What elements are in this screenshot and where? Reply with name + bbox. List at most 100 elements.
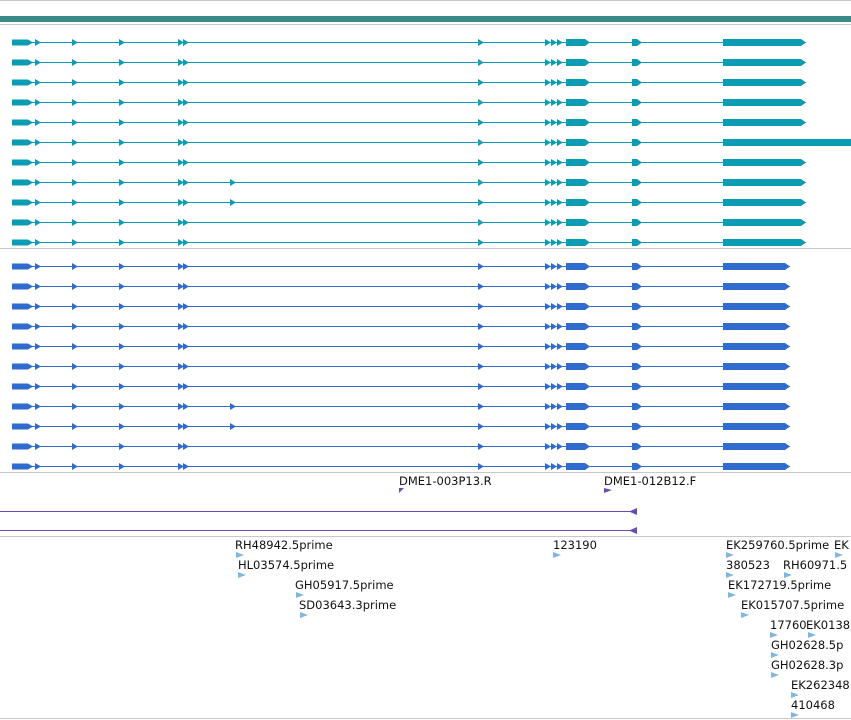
exon-block bbox=[566, 323, 590, 330]
est-marker-icon[interactable] bbox=[300, 612, 308, 618]
strand-arrow-icon bbox=[551, 159, 557, 166]
transcript-row[interactable] bbox=[12, 39, 806, 46]
est-marker-icon[interactable] bbox=[726, 572, 734, 578]
est-marker-icon[interactable] bbox=[808, 632, 816, 638]
strand-arrow-icon bbox=[557, 39, 563, 46]
exon-block bbox=[12, 119, 33, 126]
strand-arrow-icon bbox=[178, 159, 184, 166]
strand-arrow-icon bbox=[478, 219, 484, 226]
est-track[interactable]: RH48942.5prime HL03574.5prime GH05917.5p… bbox=[235, 538, 850, 718]
exon-block bbox=[632, 363, 642, 370]
primer-marker-icon[interactable] bbox=[399, 488, 404, 493]
strand-arrow-icon bbox=[230, 199, 236, 206]
transcript-row[interactable] bbox=[12, 463, 790, 470]
transcript-row[interactable] bbox=[12, 99, 806, 106]
est-marker-icon[interactable] bbox=[771, 672, 779, 678]
est-marker-icon[interactable] bbox=[728, 592, 736, 598]
exon-block bbox=[12, 323, 33, 330]
strand-arrow-icon bbox=[478, 343, 484, 350]
transcript-row[interactable] bbox=[12, 79, 806, 86]
est-marker-icon[interactable] bbox=[553, 552, 561, 558]
strand-arrow-icon bbox=[551, 363, 557, 370]
strand-arrow-icon bbox=[119, 283, 125, 290]
transcript-row[interactable] bbox=[12, 139, 851, 146]
strand-arrow-icon bbox=[551, 199, 557, 206]
strand-arrow-icon bbox=[183, 139, 189, 146]
exon-block bbox=[723, 423, 790, 430]
transcript-row[interactable] bbox=[12, 363, 790, 370]
est-label: EK0138 bbox=[806, 618, 850, 632]
strand-arrow-icon bbox=[72, 423, 78, 430]
strand-arrow-icon bbox=[478, 443, 484, 450]
transcript-row[interactable] bbox=[12, 219, 806, 226]
transcript-row[interactable] bbox=[12, 383, 790, 390]
exon-block bbox=[12, 139, 33, 146]
transcript-row[interactable] bbox=[12, 403, 790, 410]
strand-arrow-icon bbox=[35, 139, 41, 146]
strand-arrow-icon bbox=[545, 363, 551, 370]
strand-arrow-icon bbox=[35, 423, 41, 430]
strand-arrow-icon bbox=[72, 383, 78, 390]
exon-block bbox=[723, 179, 806, 186]
strand-arrow-icon bbox=[35, 383, 41, 390]
strand-arrow-icon bbox=[72, 99, 78, 106]
transcript-row[interactable] bbox=[12, 119, 806, 126]
transcript-row[interactable] bbox=[12, 199, 806, 206]
est-marker-icon[interactable] bbox=[236, 552, 244, 558]
strand-arrow-icon bbox=[72, 39, 78, 46]
primer-track[interactable]: DME1-003P13.R DME1-012B12.F bbox=[0, 474, 696, 534]
exon-block bbox=[632, 179, 642, 186]
strand-arrow-icon bbox=[35, 179, 41, 186]
strand-arrow-icon bbox=[545, 39, 551, 46]
est-marker-icon[interactable] bbox=[741, 612, 749, 618]
transcript-row[interactable] bbox=[12, 59, 806, 66]
transcript-row[interactable] bbox=[12, 343, 790, 350]
strand-arrow-icon bbox=[183, 219, 189, 226]
strand-arrow-icon bbox=[478, 283, 484, 290]
transcript-row[interactable] bbox=[12, 283, 790, 290]
strand-arrow-icon bbox=[119, 263, 125, 270]
exon-block bbox=[566, 383, 590, 390]
transcript-row[interactable] bbox=[12, 303, 790, 310]
strand-arrow-icon bbox=[545, 383, 551, 390]
strand-arrow-icon bbox=[551, 323, 557, 330]
est-marker-icon[interactable] bbox=[726, 552, 734, 558]
est-marker-icon[interactable] bbox=[835, 552, 843, 558]
est-marker-icon[interactable] bbox=[296, 592, 304, 598]
exon-block bbox=[566, 159, 590, 166]
primer-marker-icon[interactable] bbox=[604, 488, 612, 493]
strand-arrow-icon bbox=[478, 79, 484, 86]
strand-arrow-icon bbox=[557, 443, 563, 450]
est-marker-icon[interactable] bbox=[771, 652, 779, 658]
transcript-row[interactable] bbox=[12, 443, 790, 450]
exon-block bbox=[723, 403, 790, 410]
est-marker-icon[interactable] bbox=[791, 712, 799, 718]
est-marker-icon[interactable] bbox=[770, 632, 778, 638]
exon-block bbox=[12, 239, 33, 246]
transcript-row[interactable] bbox=[12, 423, 790, 430]
strand-arrow-icon bbox=[35, 363, 41, 370]
strand-arrow-icon bbox=[557, 199, 563, 206]
strand-arrow-icon bbox=[545, 463, 551, 470]
est-marker-icon[interactable] bbox=[791, 692, 799, 698]
exon-block bbox=[632, 463, 642, 470]
strand-arrow-icon bbox=[545, 323, 551, 330]
exon-block bbox=[566, 219, 590, 226]
transcript-row[interactable] bbox=[12, 159, 806, 166]
est-marker-icon[interactable] bbox=[238, 572, 246, 578]
gene-model-track-teal[interactable] bbox=[12, 39, 851, 246]
gene-model-track-blue[interactable] bbox=[12, 263, 790, 470]
transcript-row[interactable] bbox=[12, 179, 806, 186]
est-label: EK262348 bbox=[791, 678, 850, 692]
exon-block bbox=[566, 443, 590, 450]
strand-arrow-icon bbox=[557, 283, 563, 290]
strand-arrow-icon bbox=[72, 199, 78, 206]
est-marker-icon[interactable] bbox=[784, 572, 792, 578]
strand-arrow-icon bbox=[557, 239, 563, 246]
strand-arrow-icon bbox=[119, 239, 125, 246]
transcript-row[interactable] bbox=[12, 263, 790, 270]
transcript-row[interactable] bbox=[12, 323, 790, 330]
strand-arrow-icon bbox=[545, 263, 551, 270]
transcript-row[interactable] bbox=[12, 239, 806, 246]
strand-arrow-icon bbox=[178, 423, 184, 430]
